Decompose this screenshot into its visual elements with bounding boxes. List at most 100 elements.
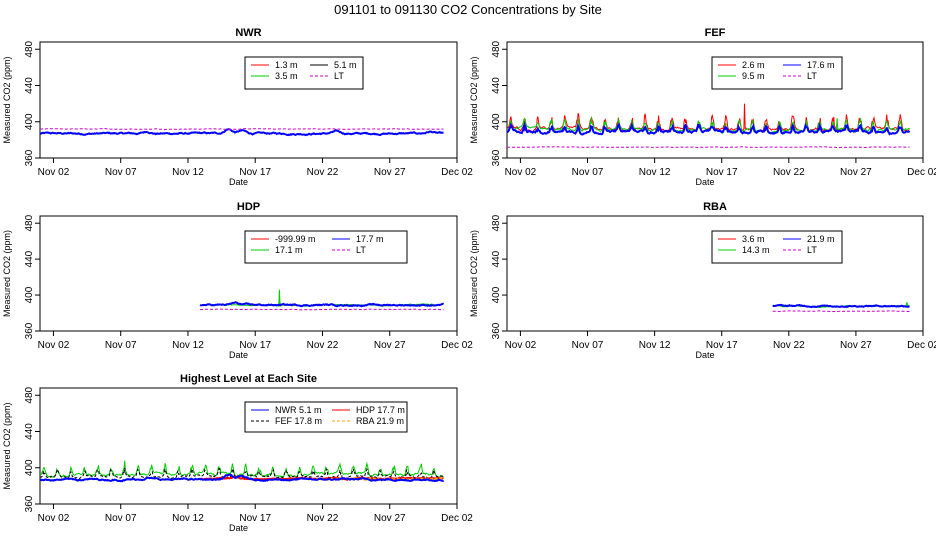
x-tick-label: Nov 07 <box>105 340 137 351</box>
panel-nwr: NWR Nov 02 Nov 07 Nov 12 Nov 17 Nov 22 Nov 27 D… <box>2 27 473 187</box>
x-tick-label: Dec 02 <box>441 513 473 524</box>
y-tick-label: 480 <box>491 40 502 57</box>
panel-title: Highest Level at Each Site <box>180 373 317 385</box>
series-group <box>199 289 445 311</box>
series-line <box>200 289 444 307</box>
y-tick-label: 400 <box>24 113 35 130</box>
series-line <box>40 467 444 481</box>
y-axis-label: Measured CO2 (ppm) <box>2 230 12 317</box>
x-tick-label: Nov 17 <box>706 340 738 351</box>
y-tick-label: 360 <box>24 495 35 512</box>
panel-highest: Highest Level at Each Site Nov 02 Nov 07 No… <box>2 373 473 533</box>
y-tick-label: 440 <box>24 77 35 94</box>
x-tick-label: Nov 02 <box>38 513 70 524</box>
y-tick-label: 440 <box>24 250 35 267</box>
panel-title: RBA <box>703 201 727 213</box>
series-line <box>40 473 445 483</box>
x-tick-label: Nov 07 <box>572 167 604 178</box>
legend: 3.6 m 21.9 m 14.3 m LT <box>711 230 843 264</box>
series-line <box>200 308 444 311</box>
legend-label: 17.1 m <box>275 245 303 255</box>
legend-box <box>244 56 364 90</box>
x-tick-label: Nov 27 <box>374 340 406 351</box>
y-axis-label: Measured CO2 (ppm) <box>2 402 12 489</box>
panel-title: FEF <box>705 27 726 39</box>
x-tick-label: Nov 02 <box>505 340 537 351</box>
x-tick-label: Nov 12 <box>639 340 671 351</box>
y-tick-label: 360 <box>24 149 35 166</box>
y-tick-label: 480 <box>24 214 35 231</box>
legend-label: 17.6 m <box>807 60 835 70</box>
x-tick-label: Nov 17 <box>239 340 271 351</box>
panel-rba: RBA Nov 02 Nov 07 Nov 12 Nov 17 Nov 22 Nov 27 D… <box>469 201 936 360</box>
y-tick-label: 480 <box>491 214 502 231</box>
x-tick-label: Nov 02 <box>38 340 70 351</box>
series-group <box>507 103 911 149</box>
legend: NWR 5.1 m HDP 17.7 m FEF 17.8 m RBA 21.9 m <box>244 401 408 433</box>
legend-label: LT <box>807 245 817 255</box>
legend-label: 5.1 m <box>334 60 357 70</box>
series-line <box>507 121 911 136</box>
legend-box <box>244 230 408 264</box>
y-tick-label: 360 <box>491 149 502 166</box>
x-tick-label: Nov 07 <box>572 340 604 351</box>
series-line <box>772 303 910 309</box>
x-axis-label: Date <box>695 350 714 360</box>
x-axis-label: Date <box>229 523 248 533</box>
legend-label: LT <box>807 71 817 81</box>
y-axis-label: Measured CO2 (ppm) <box>2 56 12 143</box>
y-tick-label: 440 <box>491 77 502 94</box>
plot-frame <box>506 41 924 159</box>
x-tick-label: Nov 27 <box>840 340 872 351</box>
x-tick-label: Nov 12 <box>172 513 204 524</box>
series-line <box>507 103 910 133</box>
x-tick-label: Dec 02 <box>907 167 936 178</box>
series-line <box>40 128 444 137</box>
legend-box <box>244 401 408 433</box>
x-tick-label: Nov 27 <box>374 513 406 524</box>
x-tick-label: Nov 07 <box>105 167 137 178</box>
legend-label: NWR 5.1 m <box>275 405 322 415</box>
legend-label: HDP 17.7 m <box>356 405 405 415</box>
legend: 1.3 m 5.1 m 3.5 m LT <box>244 56 364 90</box>
legend-label: LT <box>356 245 366 255</box>
legend-box <box>711 230 843 264</box>
legend: -999.99 m 17.7 m 17.1 m LT <box>244 230 408 264</box>
y-tick-label: 360 <box>24 322 35 339</box>
x-axis-label: Date <box>229 177 248 187</box>
y-tick-label: 440 <box>491 250 502 267</box>
legend-label: LT <box>334 71 344 81</box>
x-axis-label: Date <box>695 177 714 187</box>
legend-box <box>711 56 843 90</box>
x-tick-label: Nov 12 <box>172 167 204 178</box>
y-tick-label: 480 <box>24 40 35 57</box>
x-tick-label: Nov 27 <box>374 167 406 178</box>
x-tick-label: Dec 02 <box>907 340 936 351</box>
series-line <box>40 460 444 479</box>
x-tick-label: Nov 17 <box>239 167 271 178</box>
y-tick-label: 400 <box>491 113 502 130</box>
panel-title: HDP <box>237 201 260 213</box>
plot-frame <box>39 387 458 505</box>
x-tick-label: Nov 22 <box>307 340 339 351</box>
series-group <box>772 302 910 313</box>
plot-frame <box>39 215 458 332</box>
x-tick-label: Nov 12 <box>172 340 204 351</box>
x-tick-label: Nov 02 <box>38 167 70 178</box>
legend-label: -999.99 m <box>275 234 316 244</box>
y-tick-label: 360 <box>491 322 502 339</box>
x-tick-label: Nov 17 <box>239 513 271 524</box>
x-tick-label: Nov 07 <box>105 513 137 524</box>
legend-label: FEF 17.8 m <box>275 416 322 426</box>
panel-hdp: HDP Nov 02 Nov 07 Nov 12 Nov 17 Nov 22 Nov 27 D… <box>2 201 473 360</box>
x-tick-label: Nov 22 <box>773 340 805 351</box>
series-group <box>40 460 445 483</box>
x-tick-label: Nov 27 <box>840 167 872 178</box>
x-tick-label: Nov 22 <box>773 167 805 178</box>
x-axis-label: Date <box>229 350 248 360</box>
legend-label: RBA 21.9 m <box>356 416 404 426</box>
series-line <box>40 128 444 131</box>
series-line <box>507 117 910 134</box>
x-tick-label: Nov 22 <box>307 513 339 524</box>
